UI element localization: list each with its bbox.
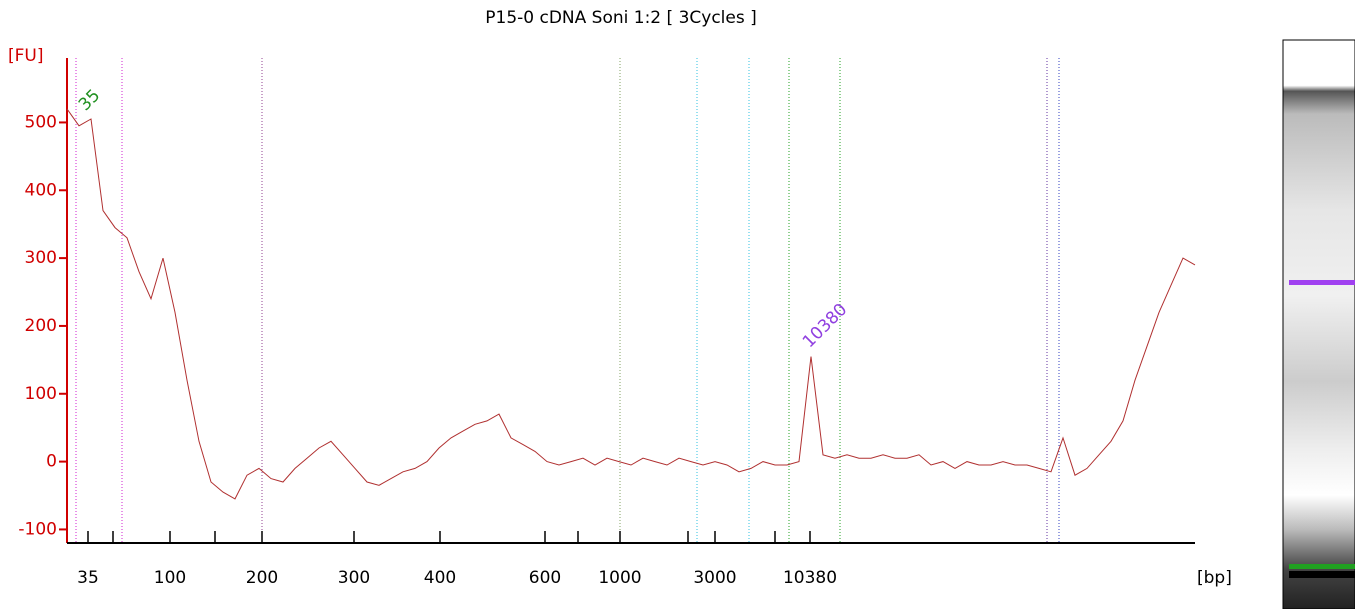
gel-band [1289,564,1355,569]
x-tick-label: 1000 [598,568,641,588]
x-tick-label: 300 [338,568,370,588]
marker-lines [75,58,1060,543]
x-tick-label: 3000 [693,568,736,588]
gel-band [1289,571,1355,578]
y-tick-label: -100 [18,519,57,539]
x-tick-label: 100 [154,568,186,588]
chart-title: P15-0 cDNA Soni 1:2 [ 3Cycles ] [485,8,757,28]
y-tick-label: 500 [25,112,57,132]
x-axis-label: [bp] [1197,568,1232,588]
peak-label: 35 [75,86,104,115]
x-tick-label: 400 [424,568,456,588]
x-tick-label: 200 [246,568,278,588]
gel-lane [1282,39,1355,609]
trace [66,108,1196,500]
gel-band [1289,280,1355,285]
x-tick-label: 10380 [783,568,837,588]
y-tick-label: 200 [25,316,57,336]
minor-x-ticks [112,531,776,543]
y-tick-label: 0 [46,452,57,472]
x-tick-label: 35 [77,568,99,588]
y-tick-label: 100 [25,384,57,404]
y-tick-label: 300 [25,248,57,268]
y-axis-label: [FU] [8,46,44,66]
peak-label: 10380 [799,300,851,352]
y-tick-label: 400 [25,180,57,200]
x-tick-label: 600 [529,568,561,588]
